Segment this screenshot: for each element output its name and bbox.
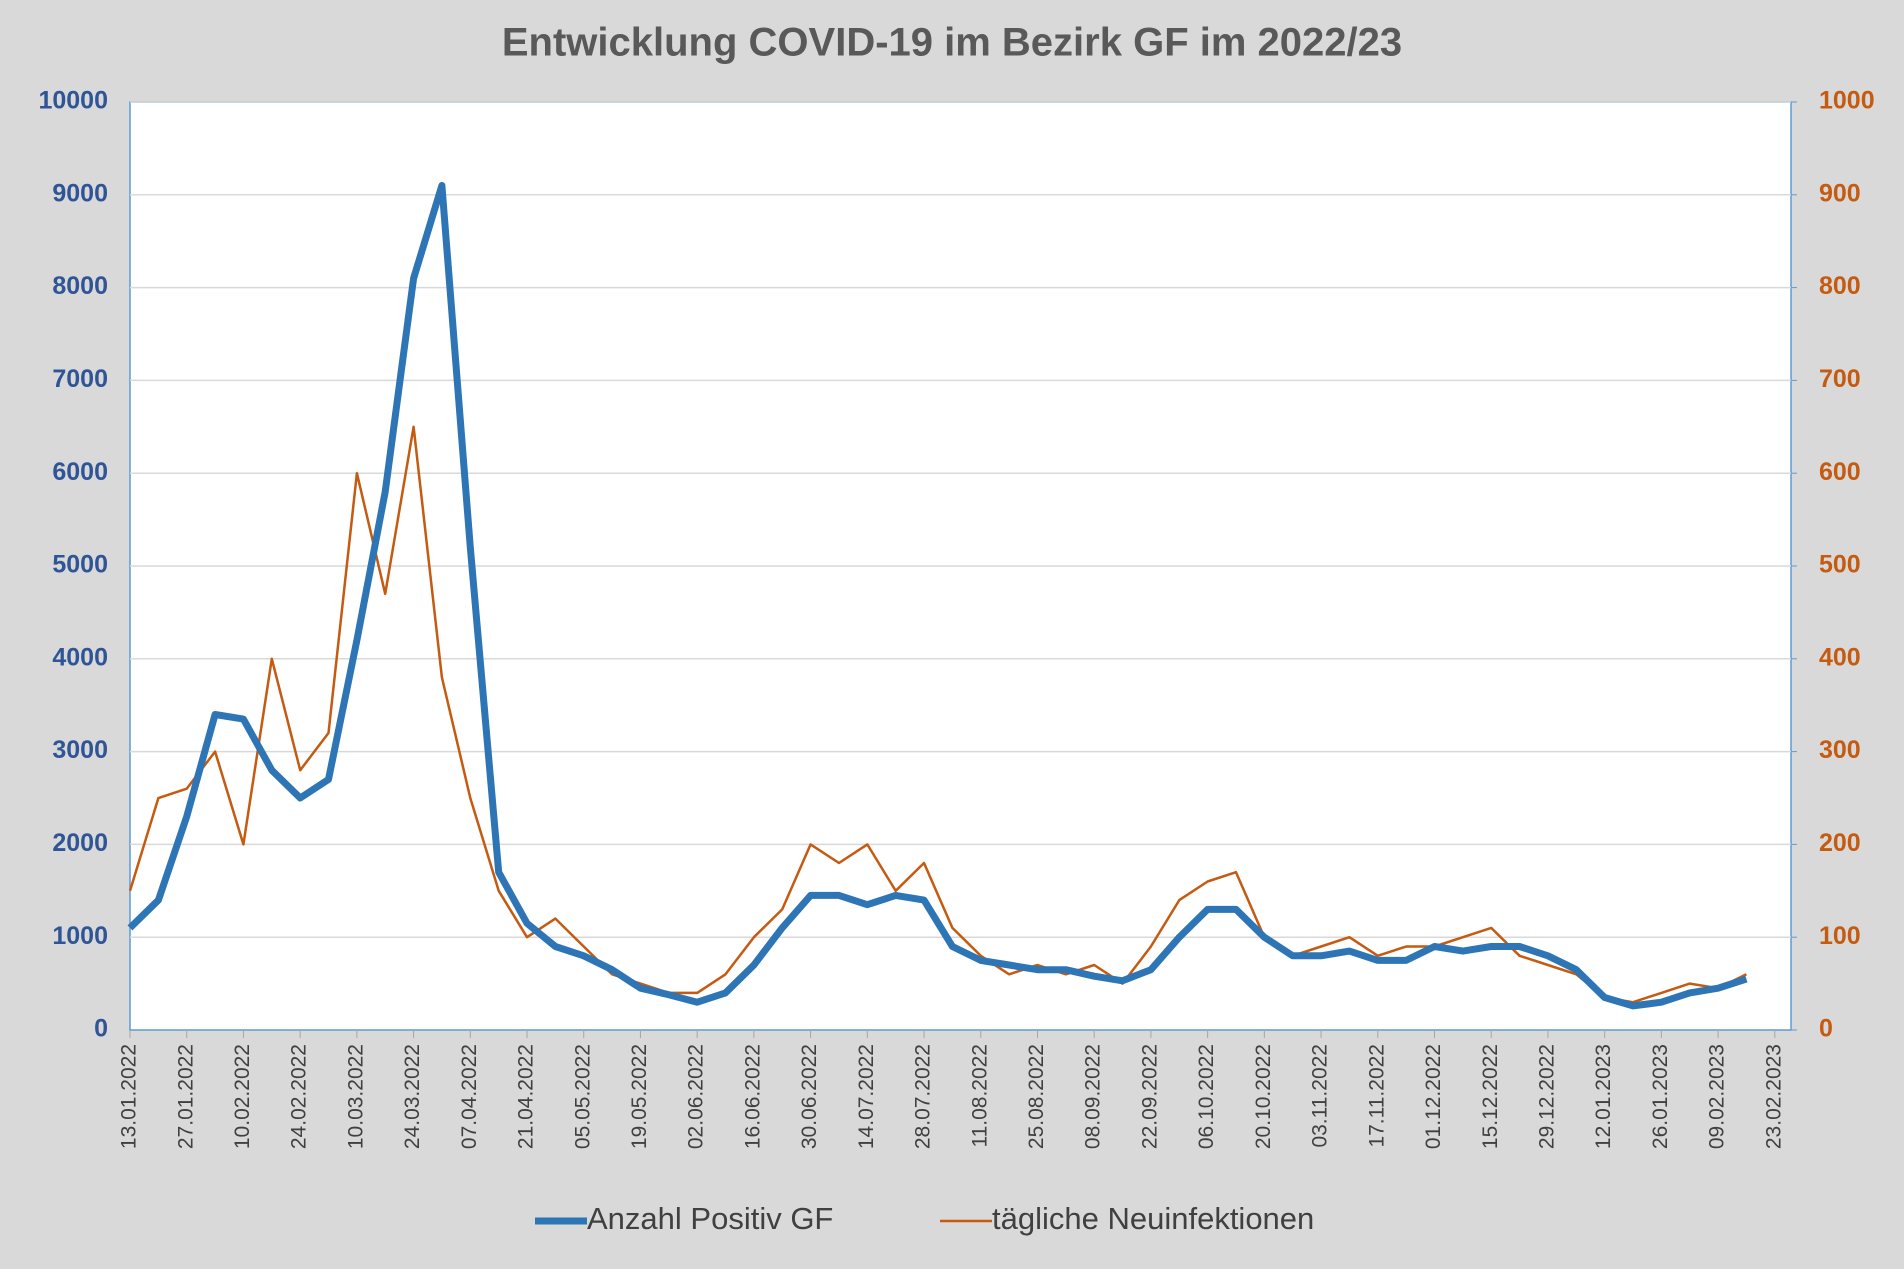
x-tick-label: 24.03.2022 [401, 1044, 424, 1149]
y-tick-label: 7000 [52, 365, 108, 393]
x-tick-label: 27.01.2022 [174, 1044, 197, 1149]
x-tick-label: 08.09.2022 [1082, 1044, 1105, 1149]
y-tick-label: 5000 [52, 551, 108, 579]
y2-tick-label: 200 [1819, 829, 1861, 857]
y-tick-label: 2000 [52, 829, 108, 857]
y2-tick-label: 700 [1819, 365, 1861, 393]
x-tick-label: 29.12.2022 [1535, 1044, 1558, 1149]
x-tick-label: 16.06.2022 [741, 1044, 764, 1149]
y2-tick-label: 1000 [1819, 87, 1875, 115]
series-line [128, 425, 1747, 1004]
x-tick-label: 09.02.2023 [1706, 1044, 1729, 1149]
x-tick-label: 05.05.2022 [571, 1044, 594, 1149]
y2-tick-label: 500 [1819, 551, 1861, 579]
y-tick-label: 3000 [52, 736, 108, 764]
y-tick-label: 9000 [52, 179, 108, 207]
x-tick-label: 01.12.2022 [1422, 1044, 1445, 1149]
chart-title: Entwicklung COVID-19 im Bezirk GF im 202… [502, 21, 1402, 65]
legend-label: tägliche Neuinfektionen [992, 1201, 1314, 1236]
x-tick-label: 22.09.2022 [1138, 1044, 1161, 1149]
x-tick-label: 17.11.2022 [1365, 1044, 1388, 1148]
y-tick-label: 0 [94, 1015, 108, 1043]
y2-tick-label: 0 [1819, 1015, 1833, 1043]
x-tick-label: 24.02.2022 [288, 1044, 311, 1149]
x-tick-label: 02.06.2022 [685, 1044, 708, 1149]
y-tick-label: 8000 [52, 272, 108, 300]
y-tick-label: 4000 [52, 643, 108, 671]
x-tick-label: 13.01.2022 [118, 1044, 141, 1149]
x-tick-label: 14.07.2022 [855, 1044, 878, 1149]
y-tick-label: 1000 [52, 922, 108, 950]
x-tick-label: 06.10.2022 [1195, 1044, 1218, 1149]
y2-tick-label: 100 [1819, 922, 1861, 950]
x-tick-label: 10.02.2022 [231, 1044, 254, 1149]
x-tick-label: 15.12.2022 [1479, 1044, 1502, 1149]
y-tick-label: 10000 [38, 87, 108, 115]
series-line [127, 182, 1748, 1010]
x-tick-label: 30.06.2022 [798, 1044, 821, 1149]
x-tick-label: 21.04.2022 [515, 1044, 538, 1149]
x-tick-label: 11.08.2022 [968, 1044, 991, 1148]
x-tick-label: 03.11.2022 [1309, 1044, 1332, 1148]
x-tick-label: 28.07.2022 [912, 1044, 935, 1149]
x-tick-label: 19.05.2022 [628, 1044, 651, 1149]
y-tick-label: 6000 [52, 458, 108, 486]
x-tick-label: 07.04.2022 [458, 1044, 481, 1149]
y2-tick-label: 300 [1819, 736, 1861, 764]
legend-label: Anzahl Positiv GF [587, 1201, 833, 1236]
x-tick-label: 10.03.2022 [344, 1044, 367, 1149]
y2-tick-label: 400 [1819, 643, 1861, 671]
x-tick-label: 12.01.2023 [1592, 1044, 1615, 1149]
y2-tick-label: 800 [1819, 272, 1861, 300]
y2-tick-label: 600 [1819, 458, 1861, 486]
y2-tick-label: 900 [1819, 179, 1861, 207]
x-tick-label: 26.01.2023 [1649, 1044, 1672, 1149]
x-tick-label: 20.10.2022 [1252, 1044, 1275, 1149]
x-tick-label: 23.02.2023 [1762, 1044, 1785, 1149]
x-tick-label: 25.08.2022 [1025, 1044, 1048, 1149]
